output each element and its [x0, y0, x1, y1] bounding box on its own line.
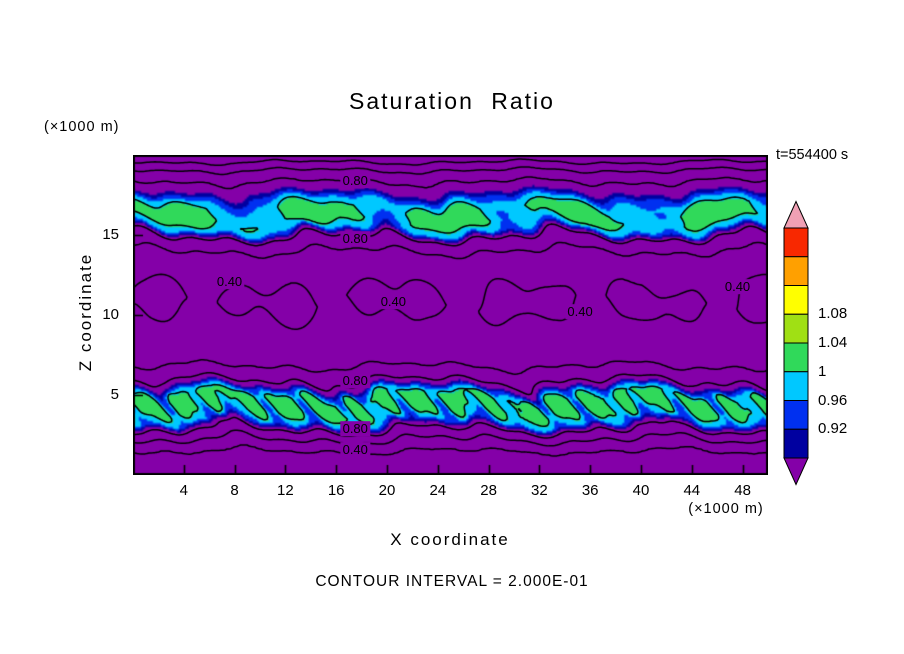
x-tick-label: 24	[429, 482, 447, 499]
colorbar-band	[783, 227, 809, 258]
z-tick-label: 5	[110, 386, 119, 403]
chart-title: Saturation Ratio	[349, 88, 555, 114]
colorbar-band	[783, 313, 809, 344]
colorbar-over-range-arrow	[783, 200, 809, 229]
colorbar-band	[783, 428, 809, 459]
z-axis-tick-labels: 5 10 15	[70, 155, 126, 475]
x-tick-label: 8	[230, 482, 239, 499]
colorbar-tick-label: 0.92	[818, 420, 848, 438]
colorbar-band	[783, 256, 809, 286]
colorbar-under-range-arrow	[783, 457, 809, 486]
plot-area: 0.80 0.80 0.40 0.40 0.40 0.40 0.80 0.80 0.40	[133, 155, 768, 475]
x-tick-label: 40	[632, 482, 650, 499]
colorbar-scale	[783, 200, 809, 486]
colorbar-band	[783, 285, 809, 315]
colorbar-band	[783, 400, 809, 430]
z-axis-unit-label: (×1000 m)	[44, 119, 120, 135]
z-tick-label: 10	[102, 306, 119, 323]
x-tick-label: 44	[683, 482, 701, 499]
caption-contour-interval: CONTOUR INTERVAL = 2.000E-01	[315, 573, 589, 590]
x-axis-tick-labels: 4 8 12 16 20 24 28 32 36 40 44 48	[133, 475, 768, 501]
x-tick-label: 4	[179, 482, 188, 499]
time-annotation: t=554400 s	[776, 147, 849, 163]
x-axis-title: X coordinate	[390, 530, 510, 549]
colorbar-band	[783, 342, 809, 373]
colorbar: 1.08 1.04 1 0.96 0.92	[781, 200, 891, 492]
colorbar-tick-label: 1	[818, 362, 827, 380]
z-axis-title: Z coordinate	[76, 252, 95, 372]
x-tick-label: 32	[531, 482, 548, 499]
x-axis-unit-label: (×1000 m)	[688, 501, 764, 517]
x-tick-label: 28	[480, 482, 497, 499]
colorbar-tick-label: 0.96	[818, 391, 848, 409]
x-tick-label: 36	[581, 482, 599, 499]
contour-plot-canvas	[133, 155, 768, 475]
x-tick-label: 48	[734, 482, 751, 499]
colorbar-tick-label: 1.04	[818, 334, 848, 351]
x-tick-label: 12	[277, 482, 294, 499]
colorbar-tick-label: 1.08	[818, 305, 848, 323]
x-tick-label: 20	[378, 482, 396, 499]
colorbar-band	[783, 371, 809, 401]
z-tick-label: 15	[102, 226, 119, 243]
x-tick-label: 16	[327, 482, 345, 499]
